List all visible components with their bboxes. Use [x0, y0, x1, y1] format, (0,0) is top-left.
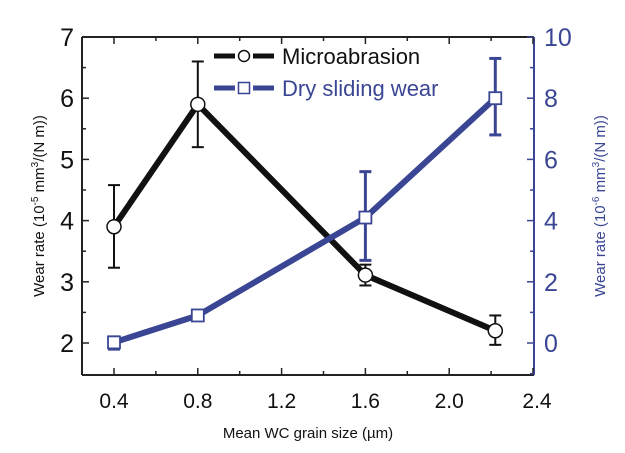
x-tick-label: 2.0 — [435, 390, 464, 413]
y-left-tick-label: 5 — [60, 146, 74, 174]
y-left-tick-label: 7 — [60, 24, 74, 52]
legend-marker-circle — [237, 49, 251, 63]
legend: Microabrasion Dry sliding wear — [214, 44, 439, 101]
y-axis-left-label: Wear rate (10-5 mm3/(N m)) — [30, 115, 48, 297]
y-right-tick-label: 4 — [544, 208, 558, 236]
y-left-tick-label: 6 — [60, 85, 74, 113]
data-point — [190, 308, 205, 323]
y-left-tick-label: 2 — [60, 330, 74, 358]
y-axis-right-label: Wear rate (10-6 mm3/(N m)) — [591, 115, 609, 297]
legend-marker-square — [237, 81, 251, 95]
x-tick-label: 1.6 — [351, 390, 380, 413]
y-right-tick-label: 10 — [544, 24, 572, 52]
data-point — [357, 267, 374, 283]
y-left-tick-label: 4 — [60, 208, 74, 236]
axis-ticks: 0.4 0.8 1.2 1.6 2.0 2.4 2 3 4 5 6 7 0 2 4 6 8 10 — [60, 24, 572, 413]
series-microabrasion — [106, 60, 504, 346]
series-line — [113, 95, 498, 346]
data-point — [487, 323, 504, 339]
series-line — [111, 101, 497, 334]
y-right-tick-label: 0 — [544, 330, 558, 358]
data-point — [488, 91, 503, 106]
legend-label: Dry sliding wear — [282, 76, 439, 101]
y-right-tick-label: 6 — [544, 146, 558, 174]
y-left-tick-label: 3 — [60, 269, 74, 297]
data-point — [106, 218, 122, 235]
data-point — [107, 335, 121, 350]
data-point — [190, 96, 206, 113]
y-right-tick-label: 2 — [544, 269, 558, 297]
legend-label: Microabrasion — [282, 44, 420, 69]
x-tick-label: 0.8 — [183, 390, 212, 413]
y-right-tick-label: 8 — [544, 85, 558, 113]
x-tick-label: 0.4 — [99, 390, 129, 413]
series-layer — [106, 56, 504, 351]
plot-frame — [81, 36, 535, 376]
data-point — [358, 210, 373, 225]
x-tick-label: 2.4 — [522, 390, 552, 413]
x-tick-label: 1.2 — [267, 390, 296, 413]
x-axis-label: Mean WC grain size (µm) — [223, 425, 393, 442]
series-dry-sliding-wear — [107, 56, 503, 351]
